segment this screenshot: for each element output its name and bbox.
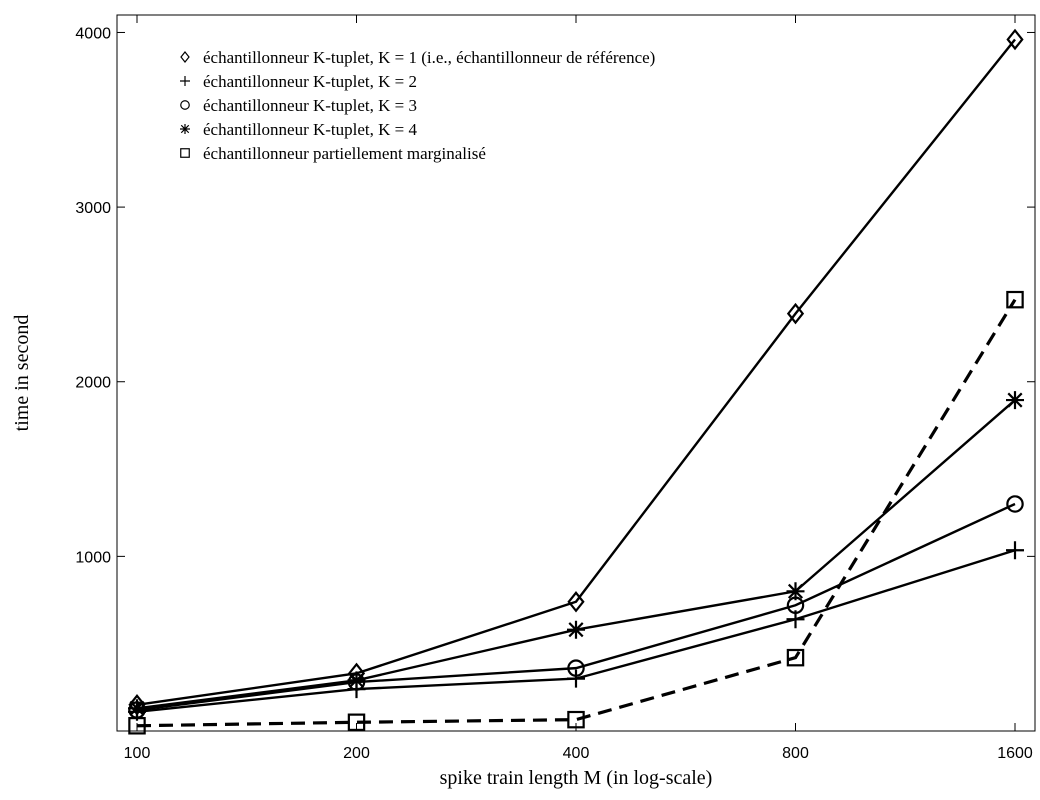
series-4 (128, 391, 1024, 718)
data-point (786, 302, 805, 325)
data-point (128, 699, 146, 718)
data-point (567, 591, 585, 613)
legend-marker (180, 51, 190, 63)
legend-label: échantillonneur K-tuplet, K = 4 (203, 120, 418, 139)
data-point (1006, 391, 1024, 410)
data-point (567, 620, 585, 639)
y-tick-label: 1000 (75, 549, 111, 566)
legend: échantillonneur K-tuplet, K = 1 (i.e., é… (180, 48, 655, 163)
legend-entry: échantillonneur partiellement marginalis… (180, 144, 486, 163)
legend-entry: échantillonneur K-tuplet, K = 2 (180, 72, 417, 91)
series-group (128, 28, 1024, 735)
series-line (136, 399, 1016, 710)
legend-entry: échantillonneur K-tuplet, K = 3 (180, 96, 417, 115)
legend-marker (180, 124, 190, 134)
data-point (567, 710, 585, 729)
data-point (786, 648, 805, 667)
legend-label: échantillonneur K-tuplet, K = 1 (i.e., é… (203, 48, 655, 67)
x-tick-label: 400 (563, 745, 590, 762)
data-point (786, 582, 805, 601)
data-point (347, 713, 366, 732)
y-tick-label: 4000 (75, 25, 111, 42)
series-line (136, 298, 1017, 728)
legend-entry: échantillonneur K-tuplet, K = 1 (i.e., é… (180, 48, 655, 67)
legend-label: échantillonneur partiellement marginalis… (203, 144, 486, 163)
data-point (347, 671, 366, 690)
data-point (567, 669, 585, 688)
y-tick-label: 3000 (75, 200, 111, 217)
data-point (1006, 541, 1024, 560)
data-point (1006, 495, 1024, 513)
legend-marker (180, 148, 190, 158)
series-line (136, 502, 1016, 712)
data-point (567, 659, 585, 677)
x-tick-label: 100 (124, 745, 151, 762)
series-5 (128, 290, 1024, 735)
x-tick-label: 800 (782, 745, 809, 762)
y-axis-label: time in second (11, 315, 33, 432)
legend-label: échantillonneur K-tuplet, K = 3 (203, 96, 417, 115)
legend-marker (180, 100, 190, 110)
y-tick-label: 2000 (75, 375, 111, 392)
x-tick-label: 200 (343, 745, 370, 762)
series-1 (128, 28, 1024, 716)
legend-label: échantillonneur K-tuplet, K = 2 (203, 72, 417, 91)
legend-marker (180, 76, 190, 86)
axis-ticks: 100 200 400 800 1600 1000 2000 3000 4000 (75, 15, 1035, 762)
data-point (1006, 290, 1024, 309)
data-point (1006, 28, 1024, 51)
series-line (136, 38, 1016, 706)
data-point (128, 717, 146, 735)
legend-entry: échantillonneur K-tuplet, K = 4 (180, 120, 418, 139)
x-axis-label: spike train length M (in log-scale) (440, 767, 713, 789)
x-tick-label: 1600 (997, 745, 1033, 762)
